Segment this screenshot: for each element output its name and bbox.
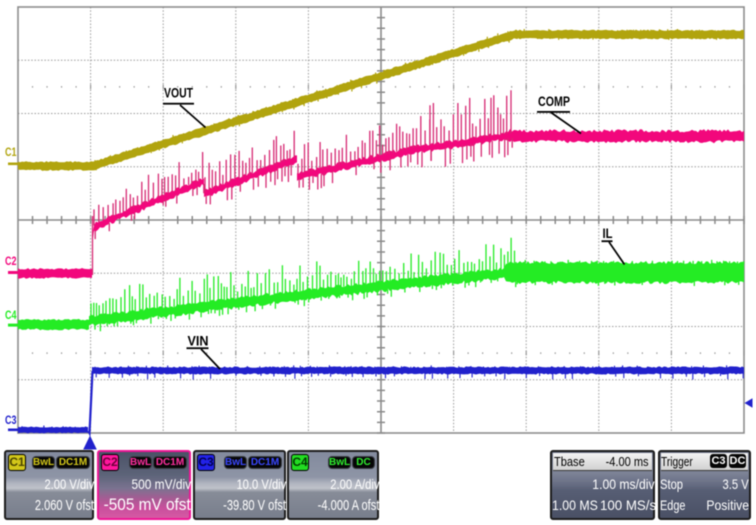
svg-text:C2: C2	[5, 256, 17, 268]
svg-text:C3: C3	[5, 415, 17, 427]
svg-text:COMP: COMP	[538, 94, 570, 109]
svg-text:VIN: VIN	[188, 334, 209, 349]
svg-text:C1: C1	[5, 147, 17, 159]
svg-text:IL: IL	[603, 226, 613, 241]
svg-text:VOUT: VOUT	[164, 86, 194, 101]
svg-text:C4: C4	[5, 310, 17, 322]
